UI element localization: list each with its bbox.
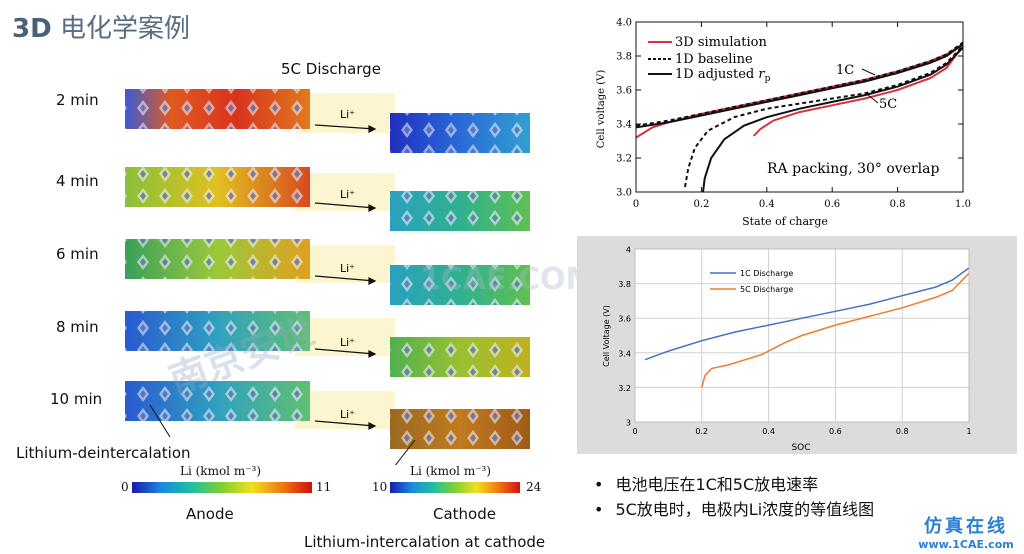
x-tick-label: 1.0 bbox=[955, 199, 971, 210]
c1-legend-item: 1D adjusted rp bbox=[675, 67, 771, 84]
c1-legend: 3D simulation 1D baseline 1D adjusted rp bbox=[648, 35, 771, 84]
li-ion-label: Li⁺ bbox=[340, 262, 355, 275]
c2-legend-item: 1C Discharge bbox=[740, 269, 793, 278]
cathode-scale-max: 24 bbox=[526, 480, 542, 494]
x-tick-label: 0 bbox=[633, 199, 639, 210]
time-label: 6 min bbox=[56, 245, 99, 263]
y-tick-label: 3.4 bbox=[618, 349, 631, 358]
x-tick-label: 0.6 bbox=[829, 427, 842, 436]
electrode-simulation-figure bbox=[125, 89, 530, 465]
x-tick-label: 0.8 bbox=[896, 427, 909, 436]
c2-ylabel: Cell Voltage (V) bbox=[602, 305, 611, 367]
y-tick-label: 3.2 bbox=[616, 154, 632, 165]
time-label: 2 min bbox=[56, 91, 99, 109]
anode-scale-min: 0 bbox=[121, 480, 129, 494]
x-tick-label: 0.2 bbox=[693, 199, 709, 210]
c1-legend-item: 1D baseline bbox=[675, 52, 753, 67]
x-tick-label: 0.2 bbox=[695, 427, 708, 436]
series-line-5 bbox=[635, 43, 964, 129]
annotation-deintercalation: Lithium-deintercalation bbox=[16, 444, 191, 462]
y-tick-label: 3.6 bbox=[616, 86, 632, 97]
x-tick-label: 0.8 bbox=[890, 199, 906, 210]
bullet-item: 5C放电时，电极内Li浓度的等值线图 bbox=[594, 496, 874, 520]
c1-legend-item: 3D simulation bbox=[675, 35, 767, 50]
bullet-item: 电池电压在1C和5C放电速率 bbox=[594, 471, 818, 495]
li-ion-label: Li⁺ bbox=[340, 408, 355, 421]
y-tick-label: 3.2 bbox=[618, 384, 631, 393]
voltage-chart-2: 0 0.2 0.4 0.6 0.8 1 3 3.2 3.4 3.6 3.8 4 SOC Cell Vo… bbox=[602, 246, 972, 454]
anode-label: Anode bbox=[186, 505, 234, 523]
x-tick-label: 1 bbox=[966, 427, 971, 436]
logo-text-bottom: www.1CAE.com bbox=[918, 538, 1014, 551]
li-ion-label: Li⁺ bbox=[340, 188, 355, 201]
cathode-label: Cathode bbox=[433, 505, 496, 523]
watermark-middle: 1CAE.COM bbox=[420, 262, 596, 297]
cathode-color-scale bbox=[390, 482, 520, 493]
y-tick-label: 4 bbox=[626, 246, 631, 255]
c2-xlabel: SOC bbox=[791, 443, 810, 453]
y-tick-label: 3.8 bbox=[616, 52, 632, 63]
c1-annotation-5c: 5C bbox=[879, 97, 897, 112]
c1-annotation-packing: RA packing, 30° overlap bbox=[767, 161, 939, 177]
y-tick-label: 3 bbox=[626, 419, 631, 428]
plot-frame bbox=[634, 248, 970, 423]
sim-heading: 5C Discharge bbox=[281, 60, 381, 78]
voltage-chart-1: 0 0.2 0.4 0.6 0.8 1.0 3.0 3.2 3.4 3.6 3.8 4.0 State… bbox=[596, 18, 971, 229]
anode-color-scale bbox=[132, 482, 312, 493]
time-label: 10 min bbox=[50, 390, 103, 408]
logo-watermark: 仿真在线 www.1CAE.com bbox=[912, 512, 1020, 551]
time-label: 8 min bbox=[56, 318, 99, 336]
anode-scale-title: Li (kmol m⁻³) bbox=[180, 464, 262, 478]
annotation-intercalation: Lithium-intercalation at cathode bbox=[304, 533, 546, 551]
y-tick-label: 4.0 bbox=[616, 18, 632, 29]
series-line-2 bbox=[752, 45, 964, 137]
x-tick-label: 0.6 bbox=[824, 199, 840, 210]
c2-legend: 1C Discharge 5C Discharge bbox=[710, 269, 793, 294]
c1-xlabel: State of charge bbox=[742, 215, 828, 228]
li-ion-label: Li⁺ bbox=[340, 336, 355, 349]
c1-ylabel: Cell voltage (V) bbox=[596, 70, 607, 149]
plot-frame bbox=[635, 21, 964, 193]
cathode-scale-min: 10 bbox=[372, 480, 388, 494]
series-line-6 bbox=[702, 46, 964, 193]
li-ion-label: Li⁺ bbox=[340, 108, 355, 121]
anode-scale-max: 11 bbox=[316, 480, 332, 494]
logo-text-top: 仿真在线 bbox=[924, 516, 1008, 537]
cathode-scale-title: Li (kmol m⁻³) bbox=[410, 464, 492, 478]
time-label: 4 min bbox=[56, 172, 99, 190]
series-line-2 bbox=[701, 272, 970, 388]
x-tick-label: 0.4 bbox=[762, 427, 775, 436]
y-tick-label: 3.6 bbox=[618, 315, 631, 324]
x-tick-label: 0.4 bbox=[759, 199, 775, 210]
page-title: 3D 电化学案例 bbox=[12, 14, 190, 44]
series-line-3 bbox=[635, 41, 964, 127]
y-tick-label: 3.8 bbox=[618, 280, 631, 289]
series-line-1 bbox=[644, 267, 970, 361]
y-tick-label: 3.4 bbox=[616, 120, 632, 131]
x-tick-label: 0 bbox=[632, 427, 637, 436]
c2-legend-item: 5C Discharge bbox=[740, 285, 793, 294]
y-tick-label: 3.0 bbox=[616, 188, 632, 199]
c1-annotation-1c: 1C bbox=[836, 63, 854, 78]
